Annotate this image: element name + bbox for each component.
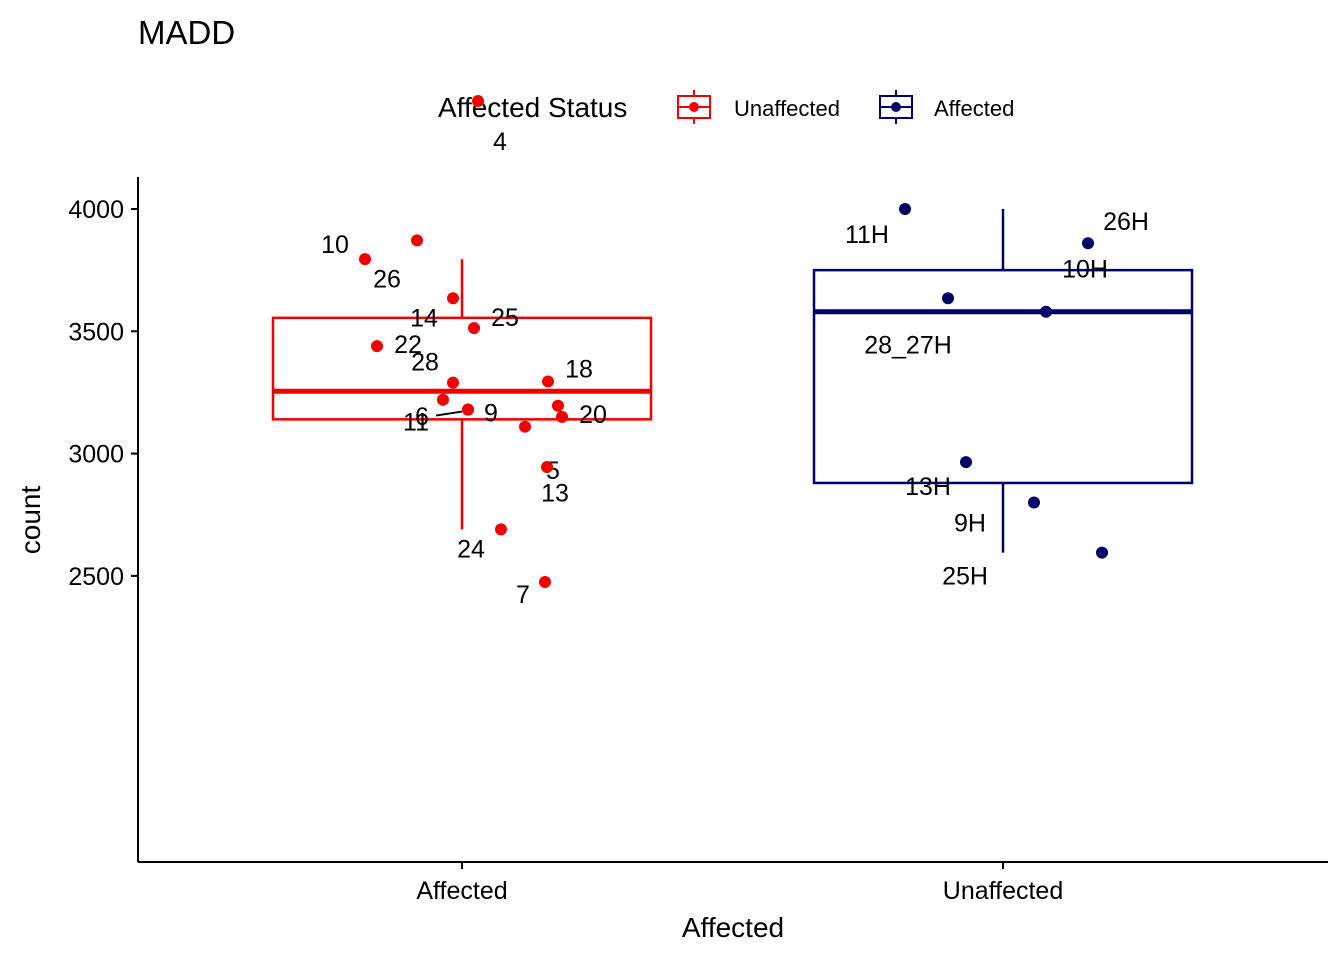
point-label: 9 bbox=[484, 400, 498, 428]
x-tick-label: Unaffected bbox=[943, 877, 1063, 905]
legend-entry-affected: Affected bbox=[879, 90, 1014, 124]
data-point bbox=[437, 393, 449, 406]
x-tick-label: Affected bbox=[416, 877, 507, 905]
point-label: 7 bbox=[516, 581, 530, 609]
point-label: 26 bbox=[373, 265, 401, 293]
data-point bbox=[1096, 546, 1108, 559]
data-point bbox=[942, 292, 954, 305]
point-label: 25 bbox=[491, 304, 519, 332]
axes: 2500 3000 3500 4000 Affected Unaffected bbox=[68, 177, 1328, 905]
point-label: 4 bbox=[493, 128, 507, 156]
data-point bbox=[519, 420, 531, 433]
data-point bbox=[542, 375, 554, 388]
data-point bbox=[541, 461, 553, 474]
data-point bbox=[411, 234, 423, 247]
y-tick-label: 2500 bbox=[68, 563, 124, 591]
data-point bbox=[371, 340, 383, 353]
point-label: 10 bbox=[321, 231, 349, 259]
data-point bbox=[539, 576, 551, 589]
point-label: 28_27H bbox=[864, 331, 952, 359]
legend-key-unaffected bbox=[677, 90, 711, 124]
iqr-box bbox=[271, 316, 653, 421]
point-label: 18 bbox=[565, 355, 593, 383]
legend-key-point bbox=[891, 102, 901, 112]
data-point bbox=[462, 403, 474, 416]
point-label: 13 bbox=[541, 480, 569, 508]
label-leader-line bbox=[435, 410, 463, 417]
legend-label-unaffected: Unaffected bbox=[734, 96, 840, 121]
y-tick-label: 3000 bbox=[68, 441, 124, 469]
chart-title: MADD bbox=[138, 14, 235, 51]
y-axis-ticks: 2500 3000 3500 4000 bbox=[68, 196, 138, 591]
data-point bbox=[472, 94, 484, 107]
legend-title: Affected Status bbox=[438, 92, 627, 123]
data-point bbox=[960, 456, 972, 469]
data-point bbox=[899, 203, 911, 215]
legend: Affected Status Unaffected Affected bbox=[438, 90, 1014, 124]
data-point bbox=[1082, 237, 1094, 250]
point-label: 22 bbox=[394, 331, 422, 359]
point-label: 9H bbox=[954, 510, 986, 538]
point-label: 6 bbox=[415, 403, 429, 431]
y-axis-title: count bbox=[15, 486, 46, 555]
point-label: 13H bbox=[905, 473, 951, 501]
data-point bbox=[359, 253, 371, 266]
legend-label-affected: Affected bbox=[934, 96, 1014, 121]
box-unaffected bbox=[812, 209, 1194, 553]
data-point bbox=[556, 410, 568, 423]
iqr-box bbox=[812, 268, 1194, 485]
data-point bbox=[1028, 496, 1040, 509]
point-label: 28 bbox=[411, 349, 439, 377]
point-label: 11H bbox=[845, 221, 889, 249]
point-label: 25H bbox=[942, 563, 988, 591]
data-point bbox=[447, 376, 459, 389]
legend-key-point bbox=[689, 102, 699, 112]
data-point bbox=[468, 322, 480, 335]
legend-key-affected bbox=[879, 90, 913, 124]
y-tick-label: 3500 bbox=[68, 318, 124, 346]
point-label: 24 bbox=[457, 535, 485, 563]
point-label: 26H bbox=[1103, 208, 1149, 236]
data-point bbox=[552, 399, 564, 412]
point-label: 20 bbox=[579, 401, 607, 429]
point-label: 14 bbox=[410, 304, 438, 332]
data-point bbox=[1040, 305, 1052, 318]
y-tick-label: 4000 bbox=[68, 196, 124, 224]
data-point bbox=[495, 523, 507, 536]
x-axis-title: Affected bbox=[682, 912, 784, 943]
x-axis-ticks: Affected Unaffected bbox=[416, 862, 1063, 905]
data-point bbox=[447, 292, 459, 305]
point-label: 10H bbox=[1062, 256, 1108, 284]
legend-entry-unaffected: Unaffected bbox=[677, 90, 840, 124]
box-affected bbox=[271, 259, 653, 530]
point-label: 11 bbox=[403, 409, 429, 437]
